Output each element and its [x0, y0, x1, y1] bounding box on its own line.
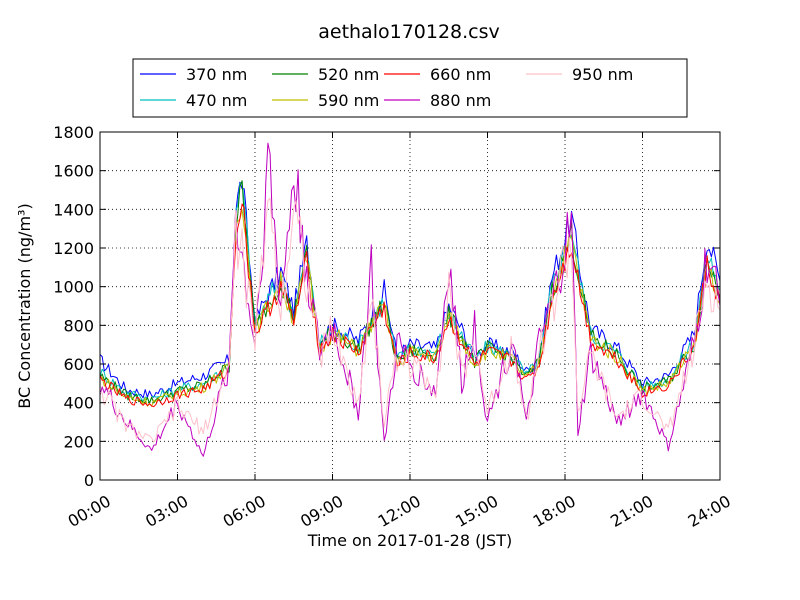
- x-tick-label: 24:00: [685, 491, 734, 531]
- series-line-950-nm: [99, 197, 721, 443]
- x-tick-label: 15:00: [452, 491, 501, 531]
- legend-box: [132, 58, 688, 118]
- y-tick-label: 400: [63, 394, 94, 413]
- x-tick-label: 18:00: [530, 491, 579, 531]
- legend-label-590-nm: 590 nm: [318, 91, 379, 110]
- legend-label-520-nm: 520 nm: [318, 65, 379, 84]
- series-line-660-nm: [99, 203, 721, 408]
- y-tick-label: 0: [84, 471, 94, 490]
- y-tick-label: 1800: [53, 123, 94, 142]
- y-tick-label: 600: [63, 355, 94, 374]
- x-tick-label: 09:00: [297, 491, 346, 531]
- legend: 370 nm 470 nm 520 nm 590 nm 660 nm 880 nm 950 …: [132, 58, 688, 118]
- x-tick-label: 21:00: [607, 491, 656, 531]
- y-axis-label: BC Concentration (ng/m³): [15, 203, 34, 408]
- y-tick-label: 1600: [53, 162, 94, 181]
- series-line-370-nm: [99, 181, 721, 399]
- x-axis-label: Time on 2017-01-28 (JST): [307, 531, 512, 550]
- series-line-880-nm: [99, 142, 721, 457]
- legend-label-370-nm: 370 nm: [186, 65, 247, 84]
- y-tick-label: 1200: [53, 239, 94, 258]
- legend-label-950-nm: 950 nm: [572, 65, 633, 84]
- legend-label-470-nm: 470 nm: [186, 91, 247, 110]
- y-tick-label: 1400: [53, 200, 94, 219]
- legend-label-660-nm: 660 nm: [430, 65, 491, 84]
- plot-area: 00:00 03:00 06:00 09:00 12:00 15:00 18:00 21:00…: [53, 123, 734, 531]
- chart-title: aethalo170128.csv: [318, 21, 500, 43]
- legend-label-880-nm: 880 nm: [430, 91, 491, 110]
- x-tick-label: 06:00: [220, 491, 269, 531]
- x-tick-label: 03:00: [142, 491, 191, 531]
- y-tick-label: 1000: [53, 278, 94, 297]
- series-line-520-nm: [99, 180, 721, 404]
- x-tick-label: 00:00: [65, 491, 114, 531]
- x-tick-label: 12:00: [375, 491, 424, 531]
- y-tick-label: 800: [63, 316, 94, 335]
- y-tick-label: 200: [63, 432, 94, 451]
